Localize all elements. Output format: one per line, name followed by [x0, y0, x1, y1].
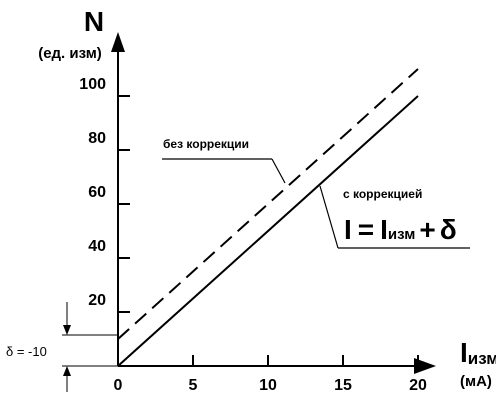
- x-tick-label: 10: [259, 377, 277, 394]
- formula-delta: δ: [440, 214, 457, 245]
- y-tick-label: 80: [88, 130, 106, 147]
- y-axis-unit: (ед. изм): [38, 45, 102, 62]
- leader-uncorrected-v: [271, 158, 286, 184]
- formula-subscript: изм: [388, 226, 415, 243]
- series-line-corrected: [117, 95, 419, 367]
- y-tick-label: 40: [88, 238, 106, 255]
- formula-plus: +: [419, 214, 435, 245]
- y-tick-label: 100: [79, 76, 106, 93]
- formula-eq: =: [358, 214, 374, 245]
- x-tick-label: 20: [409, 377, 427, 394]
- formula-i: I: [380, 214, 388, 245]
- x-tick-label: 5: [189, 377, 198, 394]
- formula-lhs: I: [344, 214, 352, 245]
- y-tick-label: 20: [88, 292, 106, 309]
- label-uncorrected: без коррекции: [163, 137, 249, 151]
- series-line-uncorrected: [117, 68, 419, 340]
- x-axis-unit: (мА): [460, 373, 492, 390]
- y-axis-title: N: [84, 6, 104, 37]
- offset-label: δ = -10: [6, 344, 47, 359]
- x-axis-title-subscript: изм: [468, 349, 496, 368]
- y-tick-group: 20 40 60 80 100: [79, 76, 130, 313]
- label-corrected: с коррекцией: [343, 187, 422, 201]
- x-axis-arrow: [414, 358, 436, 374]
- x-tick-group: 0 5 10 15 20: [114, 355, 427, 394]
- y-axis-arrow: [111, 32, 125, 52]
- x-tick-label: 15: [334, 377, 352, 394]
- x-axis-title: Iизм: [460, 337, 496, 368]
- y-tick-label: 60: [88, 184, 106, 201]
- correction-formula: I = Iизм + δ: [344, 214, 457, 245]
- leader-corrected-v: [319, 185, 339, 249]
- x-tick-label: 0: [114, 377, 123, 394]
- offset-arrow-top: [63, 325, 71, 335]
- offset-arrow-bottom: [63, 366, 71, 376]
- x-axis-title-main: I: [460, 337, 468, 368]
